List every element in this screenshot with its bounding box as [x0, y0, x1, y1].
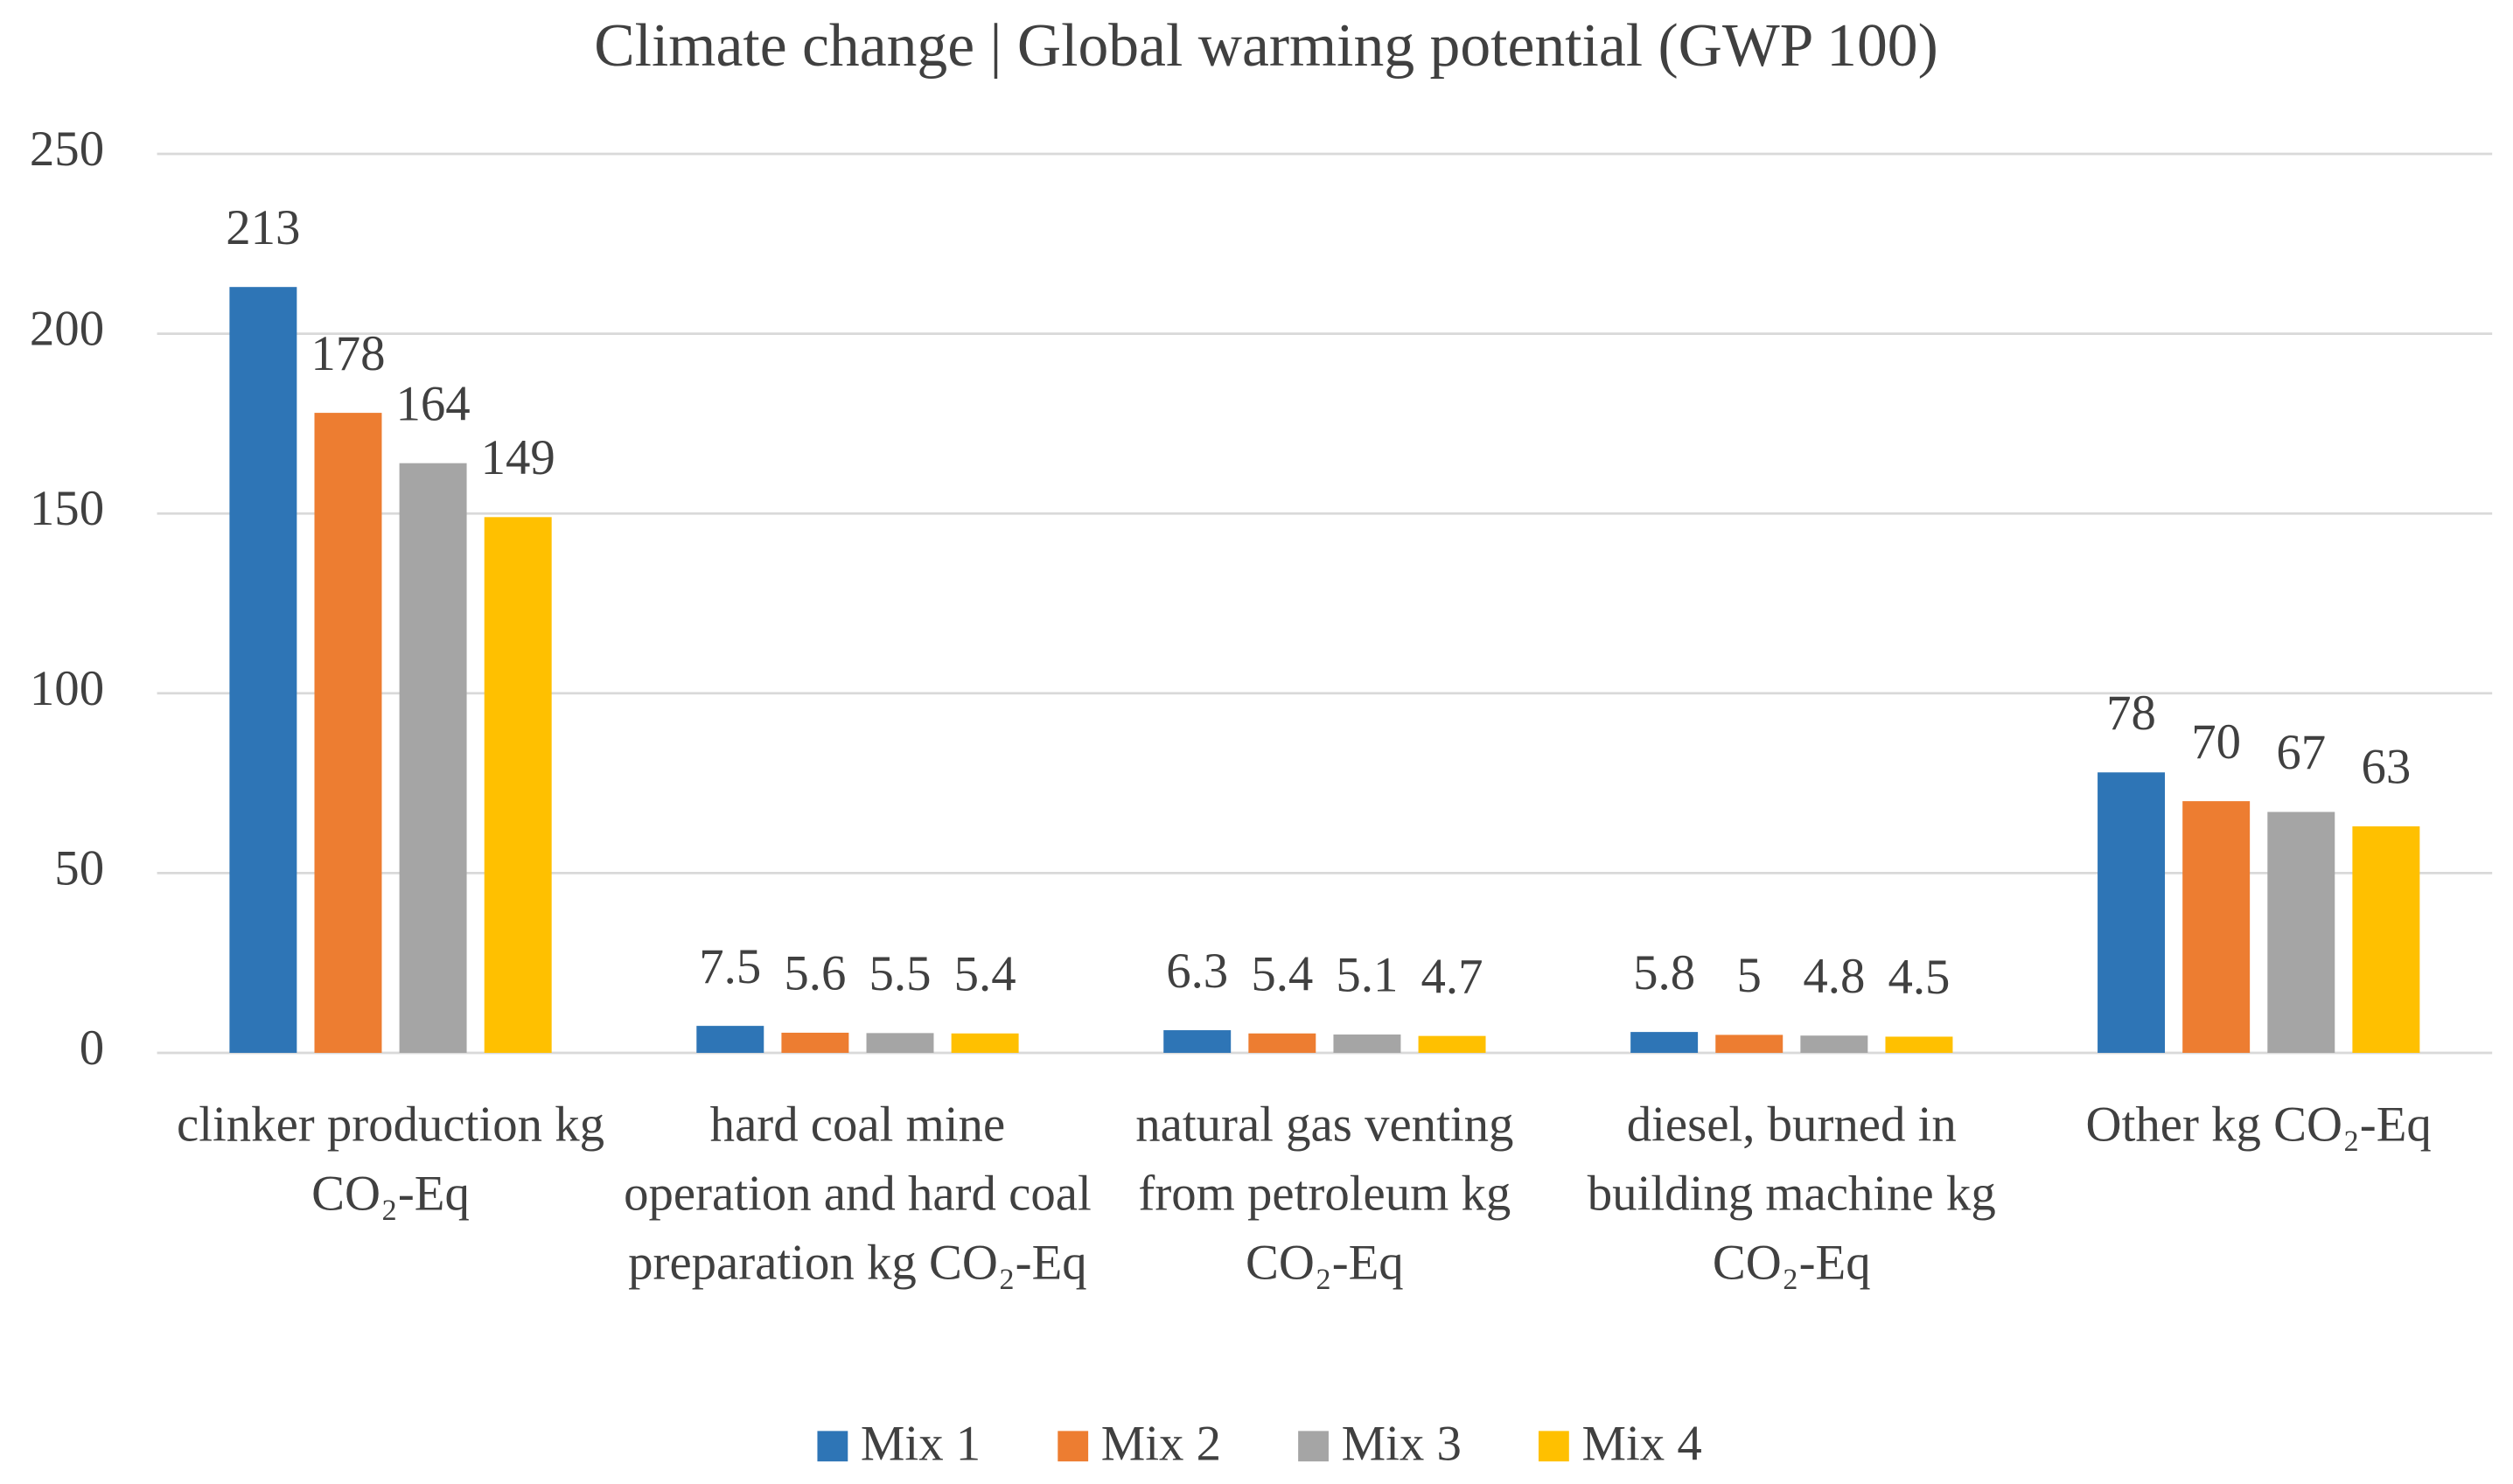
y-tick-label: 200 [30, 302, 104, 357]
bar [866, 1033, 934, 1053]
data-label: 70 [2191, 714, 2241, 770]
x-tick-label-box: natural gas venting from petroleum kg CO… [1135, 1096, 1514, 1291]
data-label: 149 [481, 430, 555, 485]
y-tick-label: 0 [80, 1021, 104, 1076]
bar [484, 517, 552, 1053]
bar [229, 287, 297, 1053]
data-label: 5.4 [1251, 946, 1313, 1001]
x-tick-label: Other kg CO₂-Eq [2085, 1096, 2432, 1153]
data-label: 164 [395, 376, 470, 431]
x-tick-label: natural gas venting from petroleum kg CO… [1135, 1096, 1514, 1291]
bar [1885, 1036, 1953, 1053]
x-tick-label-box: Other kg CO₂-Eq [2085, 1096, 2432, 1153]
data-label: 5.8 [1633, 945, 1695, 1000]
bar [2182, 801, 2251, 1053]
data-label: 67 [2276, 725, 2326, 780]
y-tick-label: 150 [30, 481, 104, 536]
bar [2098, 772, 2166, 1053]
data-label: 4.8 [1803, 949, 1865, 1004]
data-label: 5.5 [869, 946, 932, 1001]
bar [1630, 1032, 1699, 1053]
y-tick-label: 50 [54, 840, 104, 895]
x-tick-label-box: clinker production kg CO₂-Eq [177, 1096, 605, 1222]
x-tick-label: diesel, burned in building machine kg CO… [1587, 1096, 1996, 1291]
bar [951, 1033, 1019, 1053]
data-label: 5 [1737, 948, 1762, 1003]
bar [399, 463, 467, 1053]
data-label: 5.6 [784, 946, 846, 1001]
legend-label: Mix 1 [861, 1417, 981, 1472]
data-label: 4.5 [1888, 950, 1950, 1005]
data-label: 6.3 [1166, 944, 1228, 999]
data-label: 7.5 [699, 939, 761, 994]
bar [1715, 1035, 1784, 1053]
legend-label: Mix 4 [1581, 1417, 1701, 1472]
legend-label: Mix 3 [1342, 1417, 1462, 1472]
y-tick-label: 100 [30, 661, 104, 716]
bar [696, 1026, 764, 1053]
x-tick-label-box: hard coal mine operation and hard coal p… [624, 1096, 1092, 1291]
data-label: 78 [2106, 686, 2156, 741]
bar [2352, 826, 2420, 1053]
data-label: 213 [226, 200, 300, 255]
x-tick-label: clinker production kg CO₂-Eq [177, 1096, 605, 1222]
bar [2267, 812, 2335, 1053]
legend-label: Mix 2 [1101, 1417, 1221, 1472]
bar [1418, 1035, 1486, 1053]
data-label: 63 [2361, 740, 2411, 795]
bar [1333, 1034, 1401, 1053]
y-tick-label: 250 [30, 122, 104, 177]
data-label: 5.1 [1336, 948, 1398, 1003]
legend-swatch [817, 1431, 848, 1462]
bar [1163, 1030, 1232, 1053]
bar [314, 413, 382, 1053]
bar [1248, 1033, 1316, 1053]
chart-title: Climate change | Global warming potentia… [594, 12, 1938, 80]
x-tick-label: hard coal mine operation and hard coal p… [624, 1096, 1092, 1291]
x-tick-label-box: diesel, burned in building machine kg CO… [1587, 1096, 1996, 1291]
data-label: 178 [311, 326, 385, 381]
legend-swatch [1298, 1431, 1329, 1462]
legend-swatch [1058, 1431, 1089, 1462]
bar [781, 1032, 849, 1053]
data-label: 4.7 [1421, 949, 1483, 1004]
legend-swatch [1538, 1431, 1569, 1462]
data-label: 5.4 [954, 946, 1016, 1001]
bar [1800, 1035, 1868, 1053]
